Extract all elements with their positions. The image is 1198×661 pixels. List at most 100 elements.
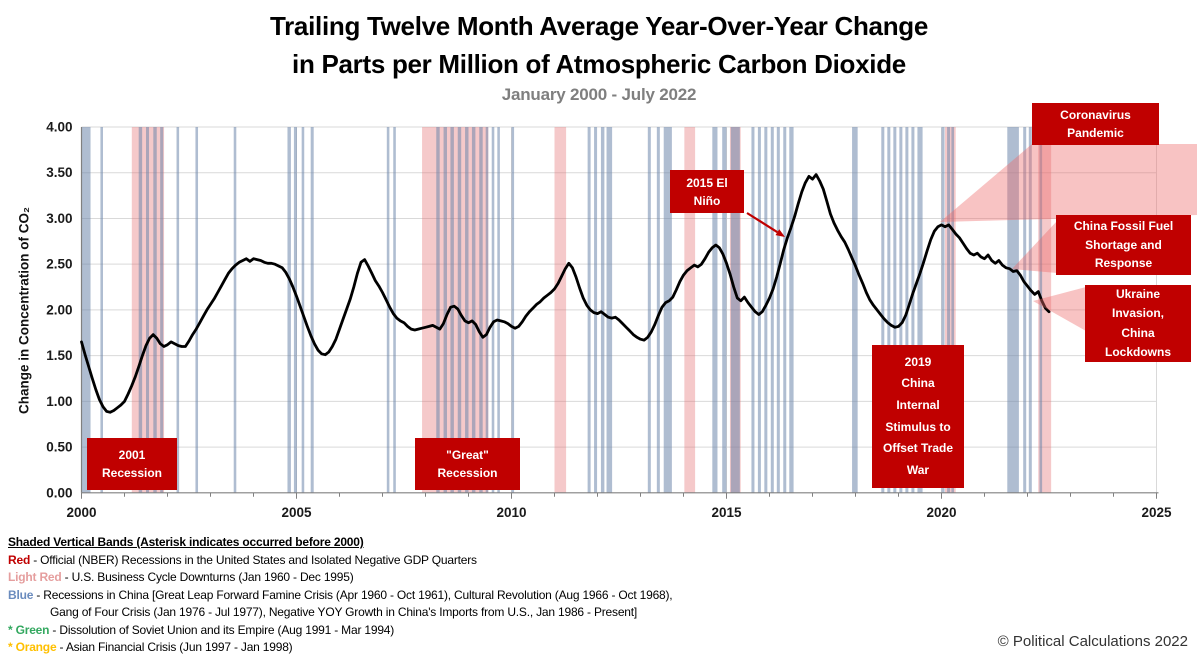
- band-legend-keyword: * Green: [8, 622, 50, 637]
- recession-band-blue: [893, 127, 897, 493]
- recession-band-blue: [776, 127, 780, 493]
- band-legend-entry: Blue - Recessions in China [Great Leap F…: [8, 587, 673, 602]
- co2-data-line: [80, 173, 1051, 414]
- y-tick-label: 2.00: [46, 302, 72, 317]
- recession-band-blue: [436, 127, 440, 493]
- recession-band-blue: [287, 127, 291, 493]
- recession-band-blue: [301, 127, 305, 493]
- recession-band-blue: [160, 127, 164, 493]
- x-tick-label: 2025: [1141, 505, 1172, 520]
- recession-band-blue: [887, 127, 891, 493]
- recession-band-blue: [1023, 127, 1027, 493]
- recession-band-blue: [176, 127, 180, 493]
- recession-band-blue: [138, 127, 143, 493]
- band-legend-keyword: Blue: [8, 587, 34, 602]
- x-tick-label: 2000: [66, 505, 96, 520]
- recession-band-blue: [712, 127, 718, 493]
- recession-band-blue: [393, 127, 396, 493]
- recession-band-blue: [951, 127, 954, 493]
- annotation-coronavirus-pandemic: Coronavirus Pandemic: [1032, 103, 1159, 145]
- recession-band-blue: [81, 127, 91, 493]
- x-tick-label: 2010: [496, 505, 526, 520]
- recession-band-blue: [899, 127, 903, 493]
- recession-band-red: [944, 127, 956, 493]
- x-tick-label: 2020: [926, 505, 956, 520]
- band-legend-heading: Shaded Vertical Bands (Asterisk indicate…: [8, 535, 364, 549]
- recession-band-blue: [881, 127, 885, 493]
- chart-subtitle: January 2000 - July 2022: [501, 85, 697, 105]
- recession-band-blue: [1007, 127, 1019, 493]
- recession-band-blue: [947, 127, 951, 493]
- band-legend-keyword: Light Red: [8, 570, 62, 585]
- recession-band-blue: [465, 127, 469, 493]
- band-legend-entry: * Orange - Asian Financial Crisis (Jun 1…: [8, 640, 293, 655]
- recession-band-blue: [479, 127, 483, 493]
- annotation-great-recession: "Great" Recession: [415, 438, 520, 490]
- recession-band-blue: [789, 127, 794, 493]
- recession-band-blue: [491, 127, 495, 493]
- recession-band-blue: [722, 127, 727, 493]
- y-tick-label: 4.00: [46, 120, 72, 135]
- x-tick-label: 2005: [281, 505, 312, 520]
- recession-band-blue: [1039, 127, 1043, 493]
- band-legend: Shaded Vertical Bands (Asterisk indicate…: [8, 534, 788, 657]
- recession-band-blue: [656, 127, 660, 493]
- recession-band-blue: [663, 127, 672, 493]
- band-legend-entry: Gang of Four Crisis (Jan 1976 - Jul 1977…: [50, 605, 638, 620]
- y-tick-label: 1.50: [46, 348, 72, 363]
- y-tick-label: 0.50: [46, 440, 72, 455]
- chart-title-line2: in Parts per Million of Atmospheric Carb…: [292, 48, 906, 79]
- recession-band-blue: [917, 127, 923, 493]
- band-legend-entry: Red - Official (NBER) Recessions in the …: [8, 552, 477, 567]
- annotation-2001-recession: 2001 Recession: [87, 438, 177, 490]
- el-nino-arrowhead: [775, 229, 785, 237]
- recession-band-blue: [757, 127, 761, 493]
- chart-title-block: Trailing Twelve Month Average Year-Over-…: [0, 8, 1198, 105]
- band-legend-keyword: * Orange: [8, 640, 57, 655]
- recession-band-blue: [471, 127, 476, 493]
- y-tick-label: 0.00: [46, 485, 72, 500]
- band-legend-entry: * Green - Dissolution of Soviet Union an…: [8, 622, 395, 637]
- recession-band-blue: [195, 127, 199, 493]
- recession-band-blue: [941, 127, 945, 493]
- recession-band-red: [554, 127, 567, 493]
- recession-band-blue: [310, 127, 314, 493]
- band-legend-entry: Light Red - U.S. Business Cycle Downturn…: [8, 570, 354, 585]
- recession-band-blue: [783, 127, 787, 493]
- callout-pointer-coronavirus: [940, 144, 1197, 222]
- recession-band-blue: [153, 127, 157, 493]
- recession-band-blue: [485, 127, 489, 493]
- recession-band-blue: [497, 127, 500, 493]
- recession-band-blue: [647, 127, 651, 493]
- recession-band-blue: [293, 127, 297, 493]
- callout-pointer-china-fuel: [1012, 221, 1057, 273]
- callout-pointer-ukraine: [1033, 287, 1086, 331]
- copyright-notice: © Political Calculations 2022: [997, 633, 1188, 650]
- recession-band-blue: [606, 127, 613, 493]
- y-tick-label: 3.00: [46, 211, 72, 226]
- el-nino-arrow: [746, 212, 778, 234]
- recession-band-blue: [911, 127, 915, 493]
- annotation-2015-el-nino: 2015 El Niño: [670, 170, 744, 213]
- y-tick-label: 2.50: [46, 257, 72, 272]
- recession-band-blue: [146, 127, 150, 493]
- recession-band-blue: [1028, 127, 1032, 493]
- x-tick-label: 2015: [711, 505, 742, 520]
- recession-band-blue: [233, 127, 237, 493]
- annotation-ukraine-invasion: Ukraine Invasion, China Lockdowns: [1085, 285, 1191, 362]
- recession-band-blue: [764, 127, 768, 493]
- recession-band-blue: [386, 127, 390, 493]
- recession-band-blue: [450, 127, 454, 493]
- recession-band-blue: [100, 127, 103, 493]
- recession-band-red: [422, 127, 489, 493]
- band-legend-keyword: Red: [8, 552, 31, 567]
- recession-band-blue: [770, 127, 774, 493]
- recession-band-blue: [511, 127, 515, 493]
- y-tick-label: 1.00: [46, 394, 72, 409]
- y-tick-label: 3.50: [46, 165, 72, 180]
- recession-band-blue: [730, 127, 740, 493]
- recession-band-red: [684, 127, 696, 493]
- recession-band-blue: [600, 127, 605, 493]
